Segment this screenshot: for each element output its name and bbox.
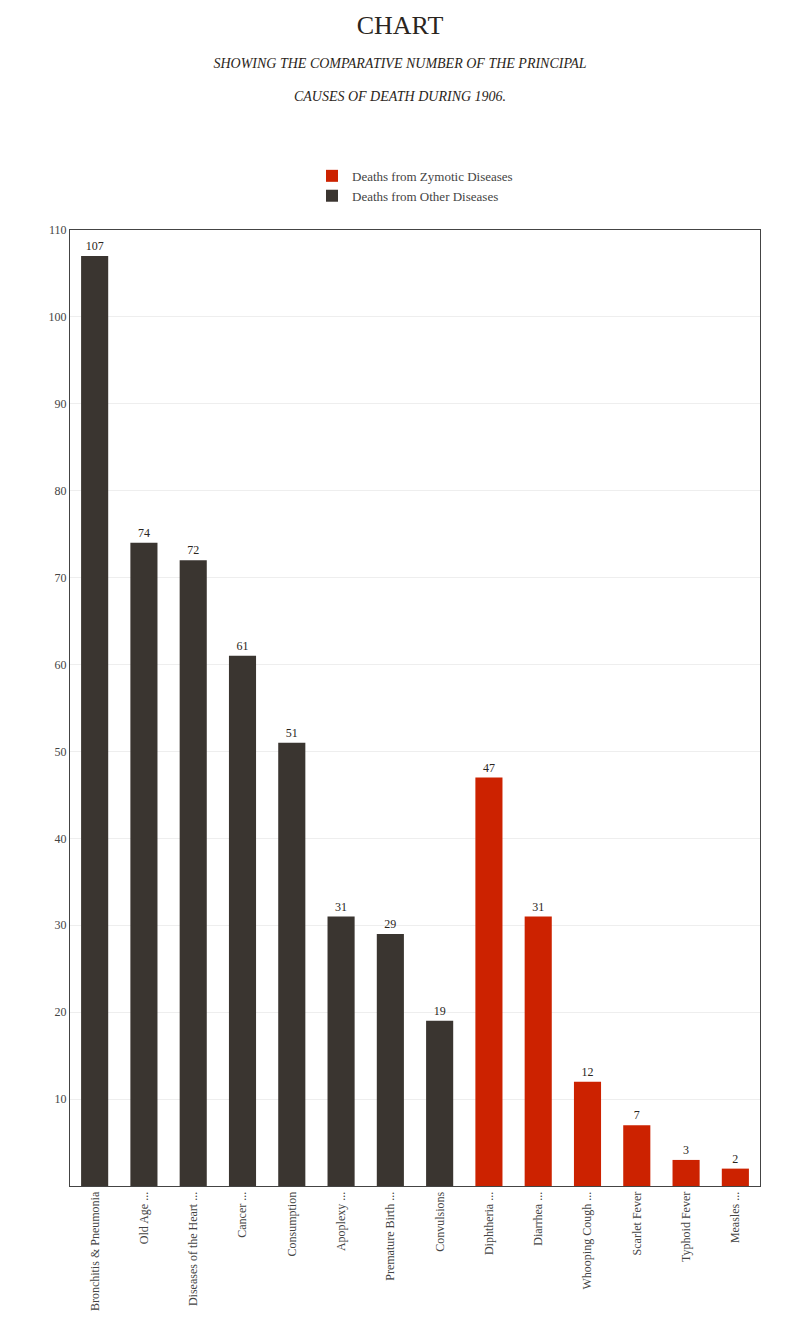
- svg-text:31: 31: [335, 900, 347, 914]
- svg-text:Deaths from Zymotic Diseases: Deaths from Zymotic Diseases: [352, 169, 513, 184]
- svg-text:51: 51: [286, 726, 298, 740]
- svg-text:Measles ...: Measles ...: [728, 1192, 742, 1243]
- svg-text:Cancer ...: Cancer ...: [235, 1192, 249, 1238]
- svg-text:Apoplexy ...: Apoplexy ...: [334, 1192, 348, 1251]
- svg-text:80: 80: [55, 484, 67, 498]
- svg-text:100: 100: [49, 310, 67, 324]
- svg-text:74: 74: [138, 526, 150, 540]
- svg-text:Consumption: Consumption: [285, 1192, 299, 1257]
- svg-text:61: 61: [237, 639, 249, 653]
- svg-text:2: 2: [732, 1152, 738, 1166]
- svg-text:Premature Birth ...: Premature Birth ...: [383, 1192, 397, 1281]
- svg-text:31: 31: [532, 900, 544, 914]
- svg-text:Old Age ...: Old Age ...: [137, 1192, 151, 1244]
- svg-text:72: 72: [187, 543, 199, 557]
- svg-text:12: 12: [582, 1065, 594, 1079]
- svg-text:50: 50: [55, 745, 67, 759]
- svg-text:Convulsions: Convulsions: [433, 1191, 447, 1251]
- svg-text:90: 90: [55, 397, 67, 411]
- svg-text:Typhoid Fever: Typhoid Fever: [679, 1192, 693, 1262]
- svg-text:47: 47: [483, 761, 495, 775]
- svg-text:40: 40: [55, 832, 67, 846]
- svg-text:Whooping Cough ...: Whooping Cough ...: [580, 1192, 594, 1290]
- svg-text:19: 19: [434, 1004, 446, 1018]
- svg-text:60: 60: [55, 658, 67, 672]
- svg-text:Diseases of the Heart ...: Diseases of the Heart ...: [186, 1192, 200, 1306]
- svg-text:20: 20: [55, 1005, 67, 1019]
- svg-text:CHARTSHOWING THE COMPARATIVE N: CHARTSHOWING THE COMPARATIVE NUMBER OF T…: [213, 11, 586, 105]
- svg-text:7: 7: [634, 1108, 640, 1122]
- svg-text:10: 10: [55, 1092, 67, 1106]
- svg-text:107: 107: [86, 239, 104, 253]
- svg-text:Diphtheria ...: Diphtheria ...: [482, 1192, 496, 1255]
- svg-text:Bronchitis & Pneumonia: Bronchitis & Pneumonia: [88, 1191, 102, 1311]
- svg-text:Deaths from Other Diseases: Deaths from Other Diseases: [352, 189, 498, 204]
- svg-text:3: 3: [683, 1143, 689, 1157]
- svg-text:110: 110: [49, 223, 67, 237]
- svg-text:29: 29: [384, 917, 396, 931]
- svg-text:70: 70: [55, 571, 67, 585]
- svg-text:Diarrhea ...: Diarrhea ...: [531, 1192, 545, 1246]
- svg-text:Scarlet Fever: Scarlet Fever: [630, 1192, 644, 1256]
- svg-text:30: 30: [55, 918, 67, 932]
